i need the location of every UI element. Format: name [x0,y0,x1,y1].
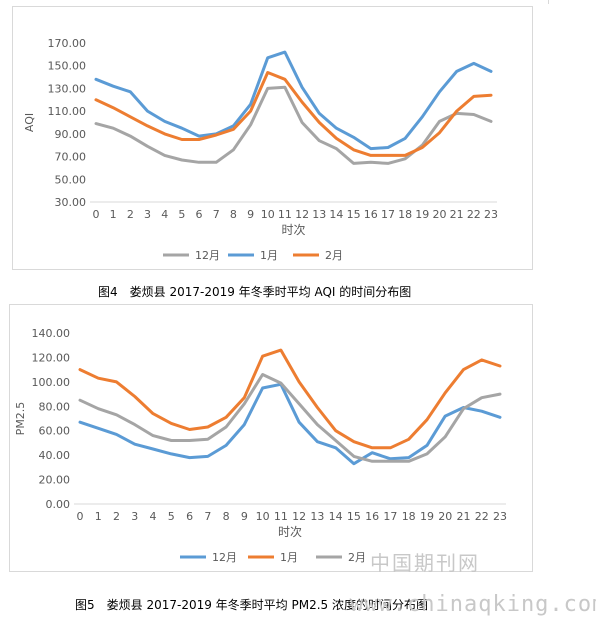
legend-label: 2月 [348,551,366,564]
y-tick-label: 50.00 [55,173,87,186]
x-tick-label: 7 [213,208,220,221]
x-tick-label: 4 [161,208,168,221]
x-axis-title: 时次 [281,223,305,237]
watermark-chinese: 中国期刊网 [370,551,480,575]
x-tick-label: 21 [456,510,470,523]
y-tick-label: 150.00 [48,60,87,73]
legend-label: 1月 [280,551,298,564]
x-tick-label: 8 [223,510,230,523]
x-tick-label: 8 [230,208,237,221]
y-tick-label: 120.00 [32,351,71,364]
aqi-chart: 30.00 50.00 70.00 90.00 110.00 130.00 150.00 17… [12,6,533,270]
y-tick-label: 70.00 [55,151,87,164]
pm25-chart-svg: 0.00 20.00 40.00 60.00 80.00 100.00 120.00 140.… [14,327,507,564]
x-tick-label: 12 [292,510,306,523]
x-tick-label: 15 [347,510,361,523]
x-tick-label: 20 [432,208,446,221]
figure-4-caption: 图4 娄烦县 2017-2019 年冬季时平均 AQI 的时间分布图 [98,285,412,299]
y-tick-label: 130.00 [48,82,87,95]
x-tick-label: 3 [131,510,138,523]
series-line-1 [94,50,493,151]
x-tick-label: 22 [475,510,489,523]
x-tick-label: 20 [438,510,452,523]
x-tick-label: 9 [241,510,248,523]
x-tick-label: 6 [186,510,193,523]
y-tick-label: 170.00 [48,37,87,50]
x-tick-label: 17 [381,208,395,221]
pm25-chart: 0.00 20.00 40.00 60.00 80.00 100.00 120.00 140.… [9,304,533,572]
x-tick-label: 19 [420,510,434,523]
y-tick-label: 80.00 [39,400,71,413]
y-tick-label: 40.00 [39,449,71,462]
y-tick-label: 140.00 [32,327,71,340]
x-tick-label: 0 [93,208,100,221]
x-tick-label: 6 [196,208,203,221]
x-tick-label: 14 [329,510,343,523]
y-axis-title: PM2.5 [14,402,27,436]
x-tick-label: 17 [383,510,397,523]
x-tick-label: 16 [365,510,379,523]
x-tick-label: 21 [450,208,464,221]
x-tick-label: 12 [295,208,309,221]
x-tick-label: 7 [204,510,211,523]
x-tick-label: 5 [168,510,175,523]
y-tick-label: 20.00 [39,474,71,487]
watermark-url: www.chinaqking.com [350,592,596,617]
x-tick-label: 22 [467,208,481,221]
legend-label: 12月 [212,551,237,564]
legend-label: 12月 [195,249,220,262]
y-tick-label: 110.00 [48,105,87,118]
aqi-chart-svg: 30.0050.0070.0090.00110.00130.00150.0017… [23,37,498,262]
x-tick-label: 18 [398,208,412,221]
x-tick-label: 2 [113,510,120,523]
x-tick-label: 5 [178,208,185,221]
legend-label: 1月 [260,249,278,262]
x-tick-label: 14 [329,208,343,221]
y-tick-label: 0.00 [46,498,71,511]
y-tick-label: 90.00 [55,128,87,141]
y-tick-label: 30.00 [55,196,87,209]
figure-5-caption: 图5 娄烦县 2017-2019 年冬季时平均 PM2.5 浓度的时间分布图 [75,598,428,612]
x-tick-label: 18 [402,510,416,523]
x-tick-label: 2 [127,208,134,221]
x-tick-label: 10 [256,510,270,523]
x-tick-label: 10 [261,208,275,221]
series-line-1 [78,348,502,450]
x-tick-label: 4 [150,510,157,523]
x-tick-label: 13 [312,208,326,221]
y-axis-title: AQI [23,113,36,132]
x-tick-label: 1 [95,510,102,523]
x-tick-label: 13 [310,510,324,523]
x-tick-label: 0 [77,510,84,523]
y-tick-label: 100.00 [32,376,71,389]
series-line-0 [94,85,493,165]
corner-border [548,0,596,4]
series-line-2 [94,71,493,157]
x-tick-label: 23 [493,510,507,523]
x-tick-label: 15 [347,208,361,221]
x-tick-label: 1 [110,208,117,221]
legend-label: 2月 [325,249,343,262]
x-tick-label: 3 [144,208,151,221]
series-line-0 [78,382,502,466]
y-tick-label: 60.00 [39,425,71,438]
x-tick-label: 23 [484,208,498,221]
series-line-2 [78,373,502,463]
x-tick-label: 9 [247,208,254,221]
x-tick-label: 11 [278,208,292,221]
x-tick-label: 19 [415,208,429,221]
x-tick-label: 16 [364,208,378,221]
x-axis-title: 时次 [278,525,302,539]
x-tick-label: 11 [274,510,288,523]
